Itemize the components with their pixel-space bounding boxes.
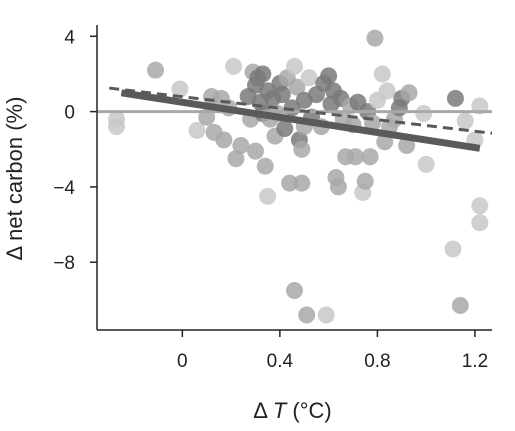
data-point: [246, 142, 264, 160]
data-point: [329, 178, 347, 196]
data-point: [259, 187, 277, 205]
data-point: [293, 140, 311, 158]
data-point: [378, 82, 396, 100]
data-point: [373, 65, 391, 83]
data-points: [108, 29, 489, 324]
data-point: [232, 136, 250, 154]
y-tick-label: −8: [53, 253, 75, 274]
y-axis-title: Δ net carbon (%): [2, 97, 27, 261]
y-tick-label: −4: [53, 178, 75, 199]
data-point: [298, 306, 316, 324]
data-point: [288, 78, 306, 96]
data-point: [281, 174, 299, 192]
data-point: [366, 29, 384, 47]
data-point: [225, 57, 243, 75]
x-tick-label: 0: [177, 351, 188, 372]
data-point: [147, 61, 165, 79]
data-point: [451, 297, 469, 315]
y-tick-label: 4: [64, 27, 75, 48]
data-point: [400, 84, 418, 102]
data-point: [361, 148, 379, 166]
data-point: [286, 281, 303, 299]
data-point: [300, 69, 318, 87]
data-point: [456, 112, 474, 130]
data-point: [273, 86, 291, 104]
data-point: [346, 148, 364, 166]
data-point: [417, 155, 435, 173]
x-axis-title-variable: T: [273, 398, 288, 423]
fit-lines: [109, 86, 493, 152]
x-axis-title-unit: (°C): [286, 398, 331, 423]
solid-fit-line: [120, 89, 481, 152]
data-point: [227, 150, 245, 168]
x-axis-title-prefix: Δ: [253, 398, 273, 423]
data-point: [215, 131, 233, 149]
dashed-fit-line: [109, 86, 493, 135]
data-point: [320, 67, 338, 85]
y-tick-label: 0: [64, 103, 75, 124]
axes: [96, 25, 492, 331]
data-point: [188, 121, 206, 139]
data-point: [256, 157, 274, 175]
data-point: [276, 120, 294, 138]
data-point: [317, 306, 335, 324]
data-point: [444, 240, 462, 258]
data-point: [415, 104, 433, 122]
x-tick-label: 1.2: [462, 351, 488, 372]
data-point: [471, 197, 489, 215]
data-point: [108, 118, 126, 136]
data-point: [293, 174, 311, 192]
data-point: [471, 214, 489, 232]
data-point: [286, 57, 303, 75]
ticks: 0 0.4 0.8 1.2 4 0 −4 −8: [53, 27, 488, 372]
data-point: [398, 136, 416, 154]
data-point: [171, 80, 189, 98]
x-tick-label: 0.4: [267, 351, 294, 372]
x-axis-title: Δ T (°C): [253, 398, 332, 423]
data-point: [356, 172, 374, 190]
x-tick-label: 0.8: [364, 351, 390, 372]
data-point: [254, 65, 272, 83]
data-point: [446, 89, 464, 107]
